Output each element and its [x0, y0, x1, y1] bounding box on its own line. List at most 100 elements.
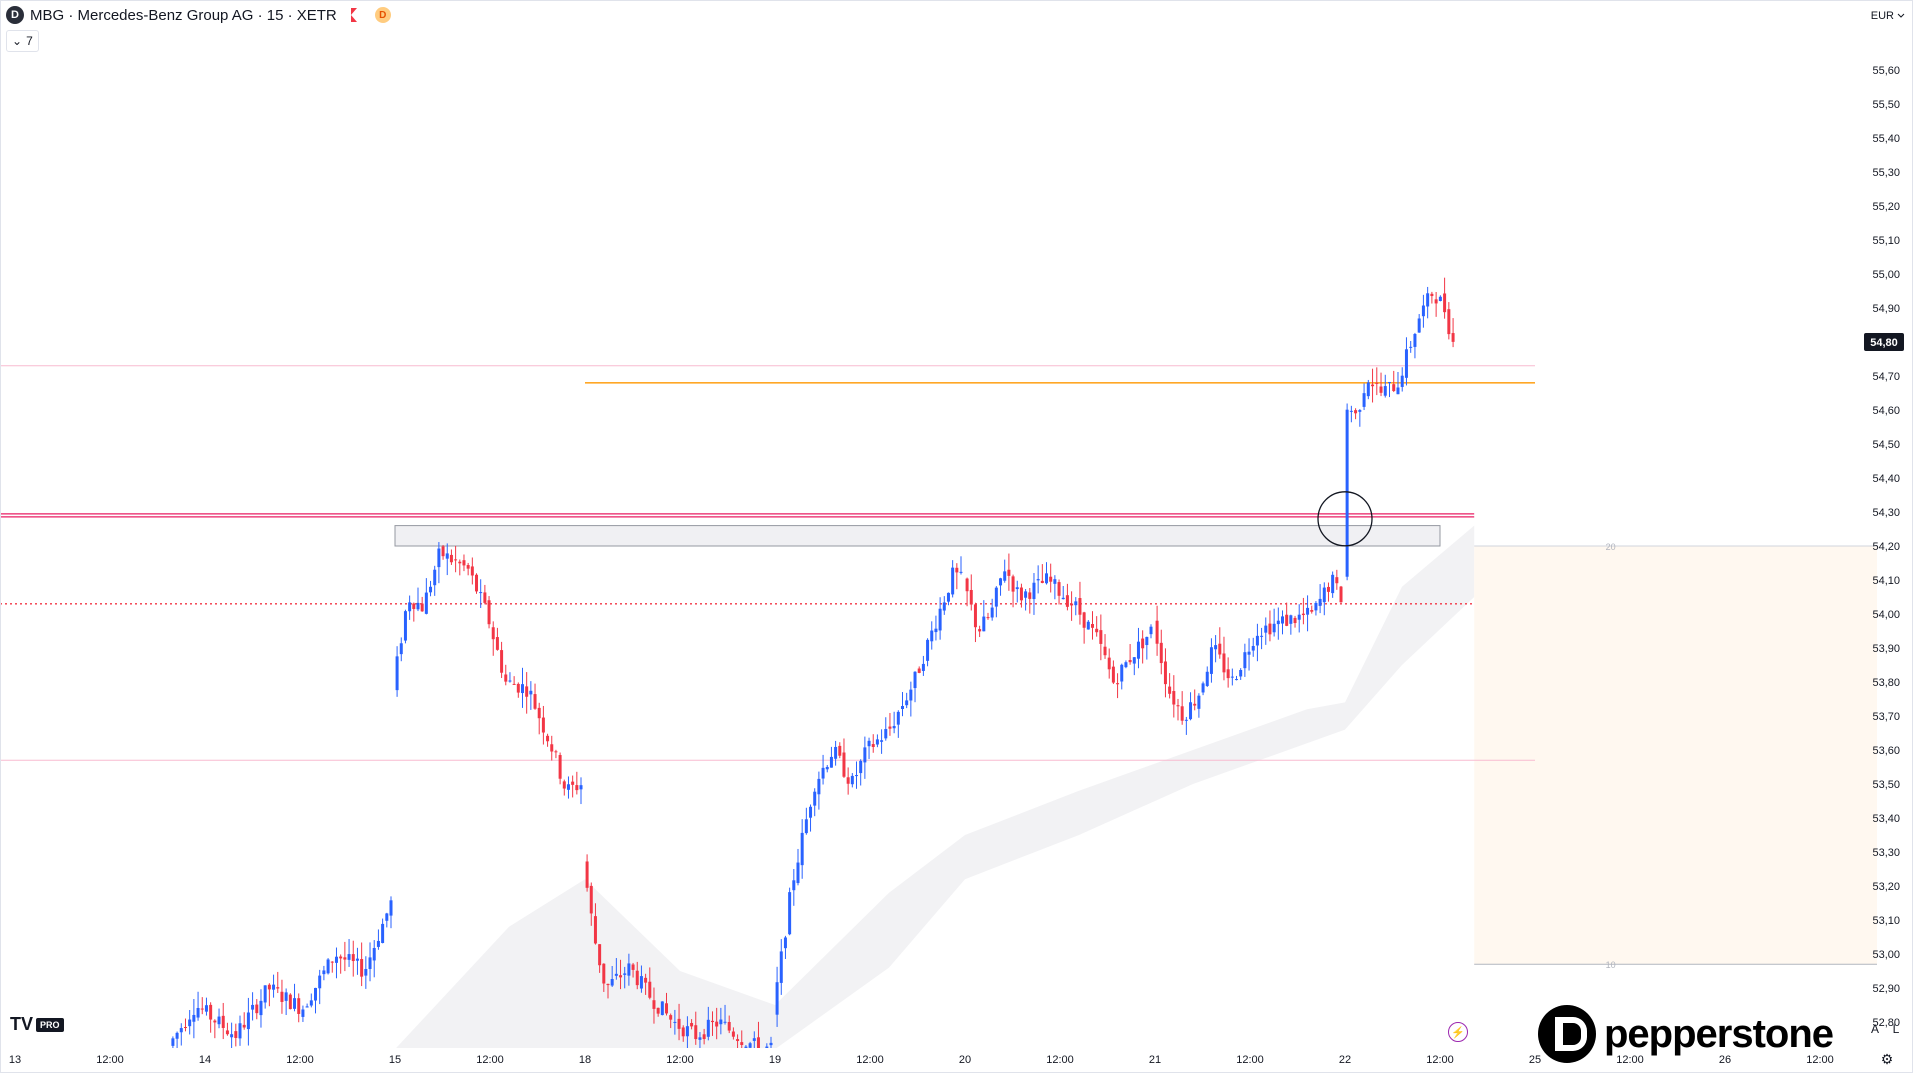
candle-body [1149, 626, 1153, 635]
candle-body [1354, 410, 1358, 414]
x-tick-label: 14 [199, 1054, 211, 1066]
candle-body [429, 586, 433, 593]
x-tick-label: 12:00 [286, 1054, 314, 1066]
candle-body [1413, 334, 1417, 347]
candle-body [884, 728, 888, 739]
candle-body [179, 1028, 183, 1033]
candle-body [1375, 382, 1379, 384]
candle-body [817, 778, 821, 795]
candle-body [740, 1042, 744, 1045]
settings-gear-icon[interactable]: ⚙ [1880, 1050, 1894, 1067]
y-tick-label: 54,70 [1872, 371, 1900, 383]
candle-body [284, 992, 288, 1001]
pepperstone-watermark: pepperstone [1538, 1005, 1834, 1063]
chevron-down-icon: ⌄ [12, 34, 23, 48]
candle-body [913, 671, 917, 689]
candle-body [529, 690, 533, 695]
symbol-legend[interactable]: D MBG · Mercedes-Benz Group AG · 15 · XE… [6, 6, 391, 24]
candle-body [412, 603, 416, 609]
candle-body [204, 1005, 208, 1012]
candle-body [512, 683, 516, 685]
candle-body [669, 1015, 673, 1020]
y-tick-label: 54,10 [1872, 575, 1900, 587]
candle-body [610, 979, 614, 986]
candle-body [571, 781, 575, 785]
log-scale-button[interactable]: L [1892, 1022, 1900, 1036]
candle-body [554, 751, 558, 753]
resistance-zone-box [394, 525, 1441, 547]
tradingview-logo[interactable]: TV PRO [10, 1014, 64, 1035]
candle-body [1015, 587, 1019, 590]
candle-body [969, 589, 973, 605]
candle-body [888, 726, 892, 729]
candle-body [783, 937, 787, 949]
auto-scale-button[interactable]: A [1870, 1022, 1879, 1036]
candle-body [727, 1021, 731, 1031]
candle-body [1310, 609, 1314, 612]
candle-body [1226, 669, 1230, 679]
candle-body [347, 954, 351, 960]
symbol-title[interactable]: MBG · Mercedes-Benz Group AG · 15 · XETR [30, 6, 337, 24]
candle-body [322, 970, 326, 975]
candle-body [990, 607, 994, 618]
candle-body [1322, 587, 1326, 603]
candle-body [809, 806, 813, 818]
candle-body [694, 1025, 698, 1040]
candle-body [1061, 597, 1065, 600]
candle-body [1197, 695, 1201, 709]
candle-body [305, 1006, 309, 1008]
candle-body [1124, 662, 1128, 668]
candle-body [546, 735, 550, 742]
candle-body [441, 546, 445, 557]
ma-band [396, 525, 1475, 1048]
candle-body [706, 1019, 710, 1037]
candle-body [1349, 410, 1353, 412]
candle-body [516, 683, 520, 693]
candle-body [364, 968, 368, 976]
projection-top-label: 20 [1606, 542, 1616, 552]
dividend-badge[interactable]: D [374, 7, 391, 23]
candle-body [1230, 676, 1234, 678]
candle-body [230, 1034, 234, 1038]
candle-body [652, 1000, 656, 1009]
y-tick-label: 53,90 [1872, 643, 1900, 655]
candle-body [234, 1031, 238, 1038]
indicators-toggle[interactable]: ⌄ 7 [6, 30, 39, 52]
candle-body [938, 608, 942, 631]
candle-body [965, 578, 969, 592]
x-tick-label: 12:00 [1236, 1054, 1264, 1066]
candle-body [280, 991, 284, 1002]
candle-body [558, 755, 562, 779]
candle-body [934, 628, 938, 633]
candle-body [420, 603, 424, 612]
candle-body [385, 913, 389, 921]
candle-body [1045, 573, 1049, 584]
candle-body [403, 611, 407, 641]
breakout-circle [1317, 491, 1373, 547]
candle-body [339, 956, 343, 959]
candle-body [416, 602, 420, 610]
candle-body [1065, 595, 1069, 607]
candle-body [1103, 646, 1107, 656]
candle-body [1264, 625, 1268, 633]
candle-body [217, 1016, 221, 1025]
candle-body [731, 1031, 735, 1037]
candle-body [175, 1032, 179, 1039]
lightning-icon[interactable]: ⚡ [1448, 1022, 1468, 1042]
candle-body [880, 740, 884, 742]
candle-body [1297, 614, 1301, 620]
candle-body [525, 686, 529, 697]
candle-body [475, 574, 479, 592]
candle-body [921, 663, 925, 671]
flag-icon[interactable] [350, 8, 357, 22]
candle-body [959, 571, 963, 573]
candle-body [1132, 657, 1136, 664]
candle-body [635, 970, 639, 986]
candle-body [1447, 309, 1451, 335]
candle-body [1205, 671, 1209, 686]
candle-body [1362, 393, 1366, 407]
candle-body [1335, 577, 1339, 584]
candle-body [1159, 642, 1163, 664]
